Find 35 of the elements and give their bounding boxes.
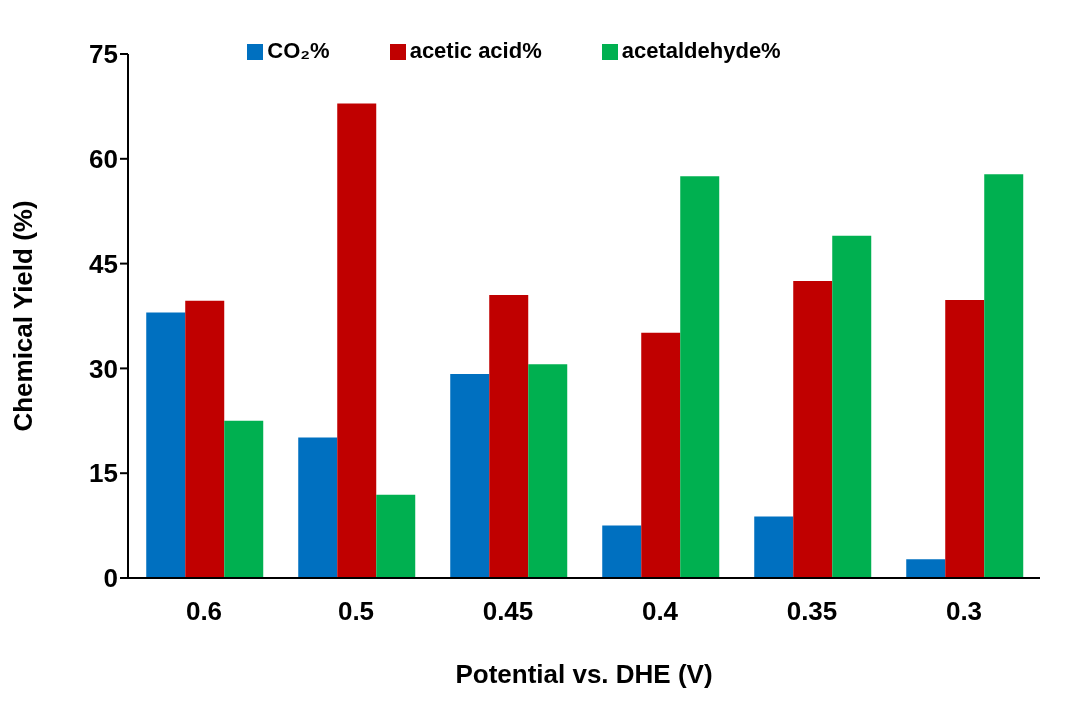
x-tick-label: 0.5 — [337, 596, 375, 627]
y-axis-title: Chemical Yield (%) — [8, 200, 39, 432]
bar — [376, 494, 416, 578]
bar — [945, 299, 985, 578]
bar — [754, 516, 794, 578]
bar — [185, 300, 225, 578]
x-tick-label: 0.6 — [185, 596, 223, 627]
bar — [450, 373, 490, 578]
x-tick-label: 0.4 — [641, 596, 679, 627]
y-tick-label: 0 — [103, 563, 118, 594]
legend-label: acetic acid% — [409, 38, 542, 63]
bar — [298, 437, 338, 578]
bar — [528, 364, 568, 578]
bar — [832, 235, 872, 578]
bar — [793, 281, 833, 578]
bar — [984, 174, 1024, 578]
bar — [641, 332, 681, 578]
y-tick-label: 60 — [89, 144, 118, 175]
bar — [906, 559, 946, 578]
bar — [146, 312, 186, 578]
bar — [602, 525, 642, 578]
y-tick-label: 75 — [89, 39, 118, 70]
y-tick-label: 15 — [89, 458, 118, 489]
x-axis-title: Potential vs. DHE (V) — [455, 659, 713, 689]
y-tick-label: 30 — [89, 353, 118, 384]
legend-label: CO₂% — [267, 38, 330, 63]
x-tick-label: 0.3 — [945, 596, 983, 627]
y-tick-label: 45 — [89, 248, 118, 279]
bar — [489, 295, 529, 578]
legend-label: acetaldehyde% — [621, 38, 781, 63]
x-tick-label: 0.35 — [786, 596, 838, 627]
bar — [337, 103, 377, 578]
bar — [680, 176, 720, 578]
bar — [224, 420, 264, 578]
x-tick-label: 0.45 — [482, 596, 534, 627]
